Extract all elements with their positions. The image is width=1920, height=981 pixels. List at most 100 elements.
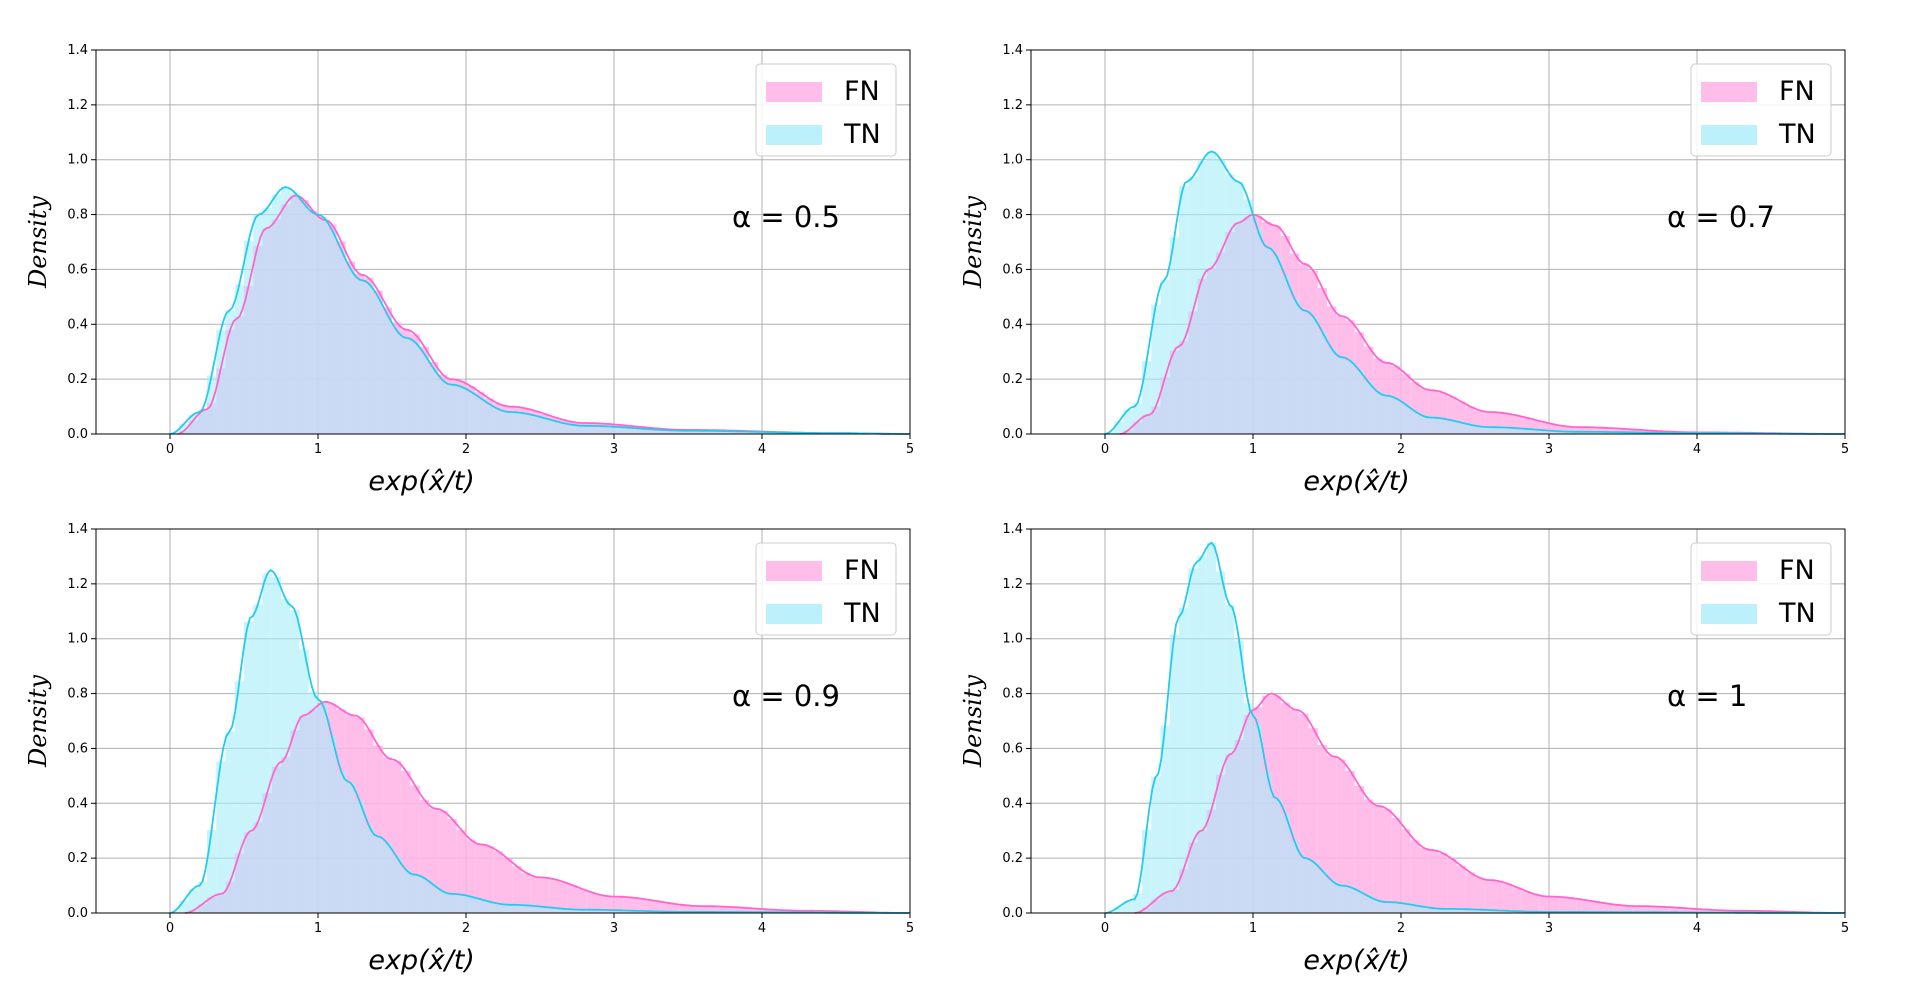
- hist-bar: [632, 898, 642, 913]
- hist-bar: [1382, 395, 1392, 434]
- hist-bar: [1438, 418, 1448, 434]
- x-tick-label: 1: [1249, 442, 1257, 457]
- hist-bar: [1327, 880, 1337, 913]
- hist-bar: [1493, 910, 1503, 913]
- hist-bar: [743, 431, 753, 434]
- hist-bar: [308, 691, 318, 913]
- hist-bar: [762, 432, 772, 434]
- y-axis-label: Density: [959, 675, 987, 769]
- y-tick-label: 0.4: [67, 796, 88, 811]
- hist-bar: [438, 810, 448, 913]
- alpha-annotation: α = 0.5: [732, 200, 840, 234]
- hist-bar: [410, 785, 420, 913]
- hist-bar: [1465, 406, 1475, 434]
- y-tick-label: 0.0: [67, 906, 88, 921]
- hist-bar: [327, 736, 337, 913]
- hist-bar: [697, 906, 707, 913]
- legend-label-tn: TN: [1778, 598, 1816, 629]
- subplot-1: 0.0 0.2 0.4 0.6 0.8 1.0 1.2 1.4 0 1 2 3 4 5 exp(x̂/t) D…: [24, 43, 914, 497]
- hist-bar: [512, 412, 522, 434]
- x-tick-label: 2: [462, 442, 470, 457]
- hist-bar: [1401, 829, 1411, 913]
- hist-bar: [327, 229, 337, 434]
- hist-bar: [1382, 902, 1392, 913]
- hist-bar: [1114, 906, 1124, 913]
- x-tick-label: 1: [314, 921, 322, 936]
- hist-bar: [540, 906, 550, 913]
- hist-bar: [1151, 304, 1161, 434]
- hist-bar: [197, 881, 207, 913]
- y-tick-label: 0.0: [67, 427, 88, 442]
- hist-bar: [1271, 255, 1281, 434]
- hist-bar: [1345, 770, 1355, 913]
- hist-bar: [678, 904, 688, 913]
- y-tick-label: 0.6: [1002, 741, 1023, 756]
- alpha-annotation: α = 0.7: [1667, 200, 1775, 234]
- hist-bar: [1456, 401, 1466, 434]
- hist-bar: [475, 899, 485, 913]
- hist-bar: [382, 314, 392, 434]
- hist-bar: [1197, 556, 1207, 913]
- hist-bar: [1410, 382, 1420, 434]
- hist-bar: [456, 829, 466, 913]
- legend-swatch-tn: [766, 604, 822, 624]
- x-axis-label: exp(x̂/t): [1303, 945, 1409, 976]
- y-tick-label: 0.2: [67, 851, 88, 866]
- hist-bar: [1558, 431, 1568, 434]
- hist-bar: [1484, 427, 1494, 434]
- hist-bar: [1521, 417, 1531, 434]
- hist-bar: [530, 876, 540, 913]
- hist-bar: [1586, 431, 1596, 434]
- hist-bar: [429, 884, 439, 913]
- hist-bar: [364, 729, 374, 913]
- hist-bar: [1401, 903, 1411, 913]
- hist-bar: [373, 745, 383, 913]
- hist-bar: [207, 830, 217, 913]
- hist-bar: [660, 430, 670, 434]
- x-tick-label: 0: [166, 442, 174, 457]
- hist-bar: [1243, 199, 1253, 434]
- hist-bar: [1336, 357, 1346, 434]
- hist-bar: [466, 839, 476, 913]
- y-tick-label: 0.0: [1002, 906, 1023, 921]
- hist-bar: [632, 910, 642, 913]
- y-tick-label: 0.4: [1002, 317, 1023, 332]
- hist-bar: [1151, 776, 1161, 913]
- hist-bar: [669, 903, 679, 913]
- hist-bar: [1142, 361, 1152, 434]
- hist-bar: [688, 905, 698, 913]
- hist-bar: [355, 801, 365, 913]
- hist-bar: [1299, 713, 1309, 913]
- hist-bar: [1142, 829, 1152, 913]
- hist-bar: [540, 418, 550, 434]
- hist-bar: [373, 836, 383, 913]
- hist-bar: [234, 681, 244, 913]
- y-tick-label: 0.2: [1002, 372, 1023, 387]
- legend-swatch-tn: [1701, 125, 1757, 145]
- hist-bar: [1586, 900, 1596, 913]
- hist-bar: [1216, 159, 1226, 434]
- y-tick-label: 1.4: [1002, 43, 1023, 58]
- legend-label-fn: FN: [844, 555, 880, 586]
- hist-bar: [623, 897, 633, 913]
- hist-bar: [1678, 908, 1688, 913]
- hist-bar: [1530, 429, 1540, 434]
- hist-bar: [345, 782, 355, 913]
- hist-bar: [419, 799, 429, 913]
- hist-bar: [1623, 905, 1633, 913]
- hist-bar: [1576, 431, 1586, 434]
- y-tick-label: 0.6: [67, 262, 88, 277]
- hist-bar: [447, 819, 457, 913]
- subplot-2: 0.0 0.2 0.4 0.6 0.8 1.0 1.2 1.4 0 1 2 3 4 5 exp(x̂/t) D…: [959, 43, 1849, 497]
- hist-bar: [1391, 817, 1401, 913]
- hist-bar: [1401, 404, 1411, 434]
- hist-bar: [1558, 425, 1568, 434]
- hist-bar: [382, 757, 392, 913]
- hist-bar: [1234, 640, 1244, 913]
- hist-bar: [734, 907, 744, 913]
- hist-bar: [197, 409, 207, 434]
- hist-bar: [549, 907, 559, 913]
- hist-bar: [1604, 428, 1614, 434]
- hist-bar: [1502, 910, 1512, 913]
